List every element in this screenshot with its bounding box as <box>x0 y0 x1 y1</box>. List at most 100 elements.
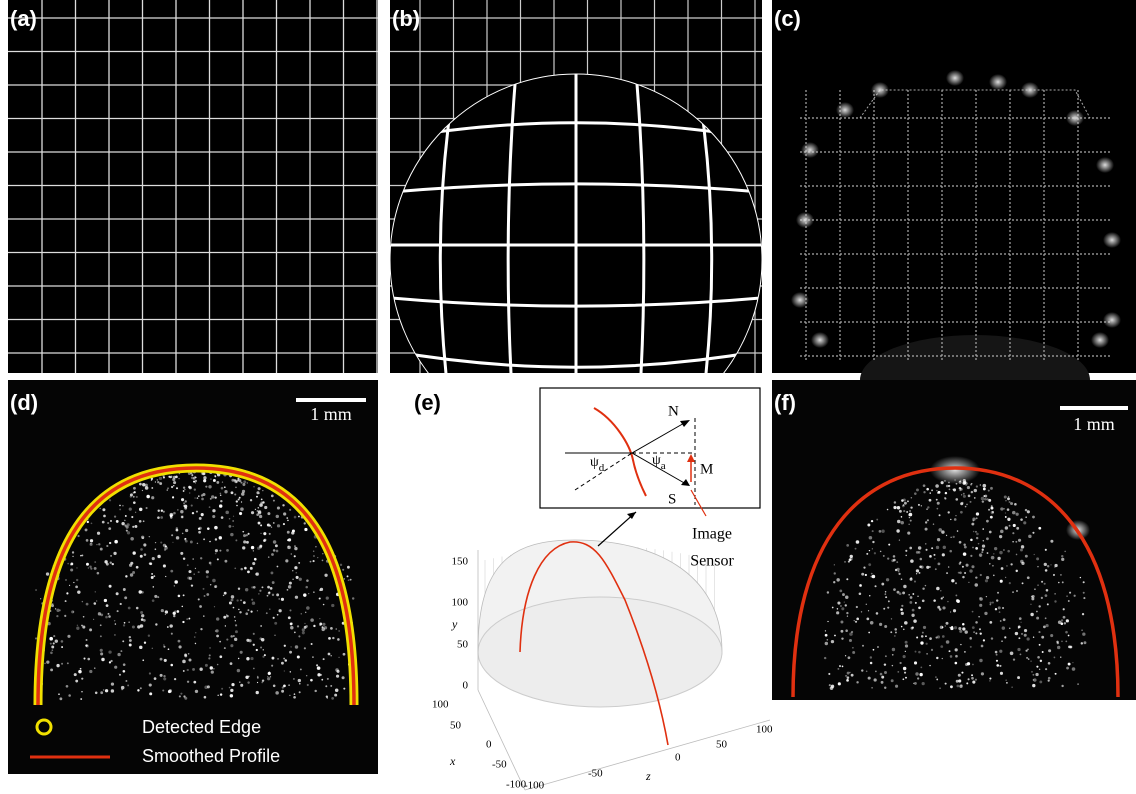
speckle <box>253 633 255 635</box>
blob <box>801 142 819 158</box>
speckle <box>983 484 987 488</box>
speckle <box>58 693 60 695</box>
speckle <box>275 691 279 695</box>
speckle <box>869 595 870 596</box>
speckle <box>993 574 995 576</box>
speckle <box>1005 500 1006 501</box>
speckle <box>997 557 1000 560</box>
speckle <box>989 677 991 679</box>
speckle <box>282 504 284 506</box>
speckle <box>1080 577 1081 578</box>
speckle <box>1054 657 1056 659</box>
speckle <box>157 596 159 598</box>
speckle <box>130 573 133 576</box>
speckle <box>881 681 884 684</box>
speckle <box>155 548 157 550</box>
speckle <box>1055 673 1057 675</box>
speckle <box>829 684 831 686</box>
speckle <box>996 664 999 667</box>
speckle <box>305 586 308 589</box>
speckle <box>253 668 255 670</box>
speckle <box>262 586 264 588</box>
speckle <box>171 534 173 536</box>
speckle <box>204 595 206 597</box>
speckle <box>183 490 185 492</box>
speckle <box>251 599 253 601</box>
speckle <box>343 653 346 656</box>
speckle <box>307 684 309 686</box>
speckle <box>167 487 169 489</box>
speckle <box>254 558 257 561</box>
speckle <box>1000 530 1004 534</box>
speckle <box>903 629 904 630</box>
speckle <box>132 526 134 528</box>
speckle <box>234 638 237 641</box>
speckle <box>194 488 196 490</box>
speckle <box>160 541 162 543</box>
speckle <box>267 595 269 597</box>
speckle <box>962 623 965 626</box>
speckle <box>964 572 966 574</box>
speckle <box>897 520 900 523</box>
speckle <box>946 572 948 574</box>
speckle <box>198 531 201 534</box>
speckle <box>151 576 154 579</box>
speckle <box>1032 674 1034 676</box>
speckle <box>1045 565 1046 566</box>
speckle <box>219 504 222 507</box>
speckle <box>969 569 972 572</box>
speckle <box>256 691 259 694</box>
speckle <box>881 583 884 586</box>
speckle <box>916 637 918 639</box>
speckle <box>114 666 117 669</box>
speckle <box>1062 581 1064 583</box>
speckle <box>240 651 243 654</box>
speckle <box>971 524 972 525</box>
speckle <box>139 646 142 649</box>
speckle <box>310 679 313 682</box>
speckle <box>203 538 205 540</box>
speckle <box>194 573 195 574</box>
speckle <box>1000 580 1003 583</box>
speckle <box>1016 513 1019 516</box>
speckle <box>982 500 984 502</box>
panel-label: (a) <box>10 6 37 31</box>
speckle <box>1012 591 1014 593</box>
speckle <box>124 596 127 599</box>
speckle <box>201 494 203 496</box>
speckle <box>1016 570 1018 572</box>
speckle <box>86 639 88 641</box>
speckle <box>94 602 97 605</box>
speckle <box>992 565 994 567</box>
speckle <box>215 630 217 632</box>
speckle <box>1081 642 1083 644</box>
speckle <box>276 515 279 518</box>
speckle <box>290 646 291 647</box>
speckle <box>267 586 270 589</box>
speckle <box>876 519 878 521</box>
speckle <box>1027 576 1030 579</box>
speckle <box>1020 653 1022 655</box>
speckle <box>173 512 176 515</box>
speckle <box>1024 634 1027 637</box>
speckle <box>102 508 105 511</box>
speckle <box>160 674 163 677</box>
vector-label: N <box>668 403 679 419</box>
legend-text: Smoothed Profile <box>142 746 280 766</box>
speckle <box>1005 512 1006 513</box>
speckle <box>75 680 78 683</box>
speckle <box>80 668 82 670</box>
speckle <box>80 698 82 700</box>
speckle <box>841 637 843 639</box>
speckle <box>98 543 100 545</box>
speckle <box>108 615 111 618</box>
speckle <box>235 630 238 633</box>
speckle <box>1050 564 1051 565</box>
vector-label: S <box>668 491 676 507</box>
speckle <box>1045 569 1048 572</box>
speckle <box>67 563 69 565</box>
speckle <box>888 544 890 546</box>
speckle <box>986 576 989 579</box>
speckle <box>203 476 206 479</box>
speckle <box>253 486 255 488</box>
